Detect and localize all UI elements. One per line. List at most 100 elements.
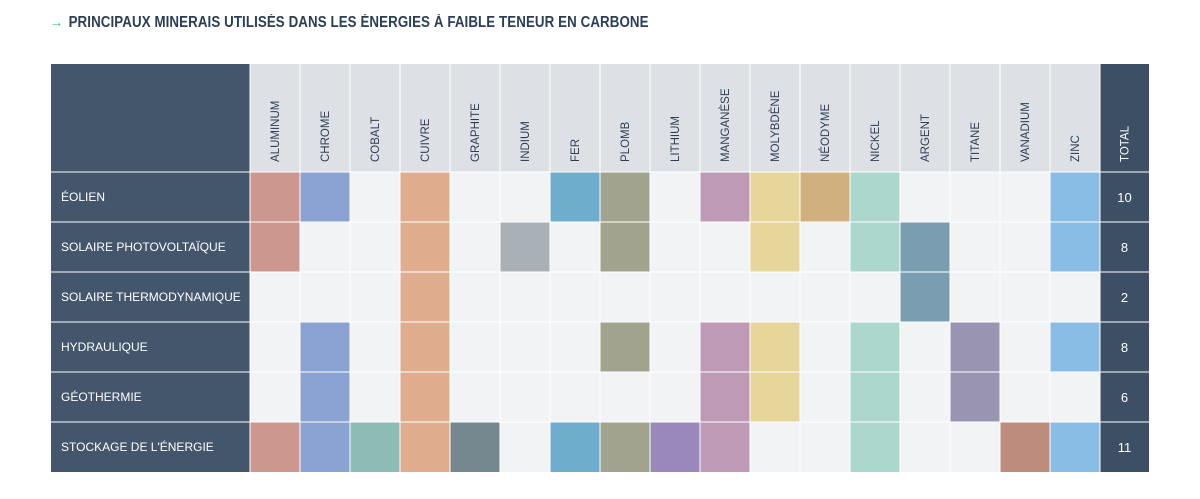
empty-cell <box>500 422 550 472</box>
empty-cell <box>850 272 900 322</box>
mineral-used-cell <box>300 372 350 422</box>
mineral-header-cell <box>600 64 650 172</box>
mineral-header-cell <box>400 64 450 172</box>
mineral-used-cell <box>350 422 400 472</box>
mineral-used-cell <box>700 322 750 372</box>
row-label: ÉOLIEN <box>61 189 105 204</box>
mineral-used-cell <box>750 372 800 422</box>
mineral-header-label: TITANE <box>970 122 982 162</box>
header-corner <box>51 64 250 172</box>
mineral-used-cell <box>400 272 450 322</box>
empty-cell <box>800 272 850 322</box>
mineral-header-cell <box>250 64 300 172</box>
mineral-header-label: LITHIUM <box>670 116 682 162</box>
row-label-cell <box>51 172 250 222</box>
mineral-used-cell <box>600 172 650 222</box>
empty-cell <box>650 322 700 372</box>
mineral-used-cell <box>900 222 950 272</box>
empty-cell <box>1000 372 1050 422</box>
empty-cell <box>1000 172 1050 222</box>
empty-cell <box>750 272 800 322</box>
empty-cell <box>350 272 400 322</box>
empty-cell <box>550 322 600 372</box>
empty-cell <box>750 422 800 472</box>
mineral-used-cell <box>600 422 650 472</box>
total-cell <box>1100 322 1149 372</box>
mineral-header-cell <box>950 64 1000 172</box>
empty-cell <box>450 372 500 422</box>
mineral-used-cell <box>750 172 800 222</box>
mineral-used-cell <box>600 222 650 272</box>
mineral-used-cell <box>1050 422 1100 472</box>
mineral-header-cell <box>1050 64 1100 172</box>
mineral-used-cell <box>300 422 350 472</box>
empty-cell <box>350 172 400 222</box>
mineral-header-cell <box>550 64 600 172</box>
mineral-header-cell <box>850 64 900 172</box>
total-header-label: TOTAL <box>1120 125 1132 162</box>
row-label: SOLAIRE PHOTOVOLTAÏQUE <box>61 240 226 254</box>
empty-cell <box>650 372 700 422</box>
mineral-used-cell <box>1050 322 1100 372</box>
empty-cell <box>950 222 1000 272</box>
mineral-header-cell <box>350 64 400 172</box>
empty-cell <box>500 322 550 372</box>
mineral-used-cell <box>650 422 700 472</box>
empty-cell <box>900 422 950 472</box>
row-label-cell <box>51 222 250 272</box>
empty-cell <box>450 172 500 222</box>
mineral-used-cell <box>700 372 750 422</box>
mineral-header-label: INDIUM <box>520 121 532 162</box>
empty-cell <box>700 222 750 272</box>
empty-cell <box>450 272 500 322</box>
mineral-used-cell <box>400 172 450 222</box>
chart-title: → PRINCIPAUX MINERAIS UTILISÉS DANS LES É… <box>50 12 649 34</box>
mineral-used-cell <box>550 172 600 222</box>
row-label: HYDRAULIQUE <box>61 340 148 354</box>
empty-cell <box>600 372 650 422</box>
empty-cell <box>700 272 750 322</box>
row-label-cell <box>51 322 250 372</box>
empty-cell <box>600 272 650 322</box>
total-value: 11 <box>1118 440 1132 455</box>
mineral-header-label: PLOMB <box>620 121 632 162</box>
empty-cell <box>800 222 850 272</box>
mineral-used-cell <box>250 222 300 272</box>
mineral-header-cell <box>650 64 700 172</box>
empty-cell <box>450 322 500 372</box>
empty-cell <box>300 222 350 272</box>
empty-cell <box>1050 272 1100 322</box>
mineral-used-cell <box>850 222 900 272</box>
empty-cell <box>350 222 400 272</box>
arrow-icon: → <box>50 14 64 31</box>
mineral-header-cell <box>800 64 850 172</box>
total-cell <box>1100 222 1149 272</box>
mineral-used-cell <box>300 172 350 222</box>
mineral-used-cell <box>950 322 1000 372</box>
mineral-header-label: ZINC <box>1070 135 1082 162</box>
mineral-header-label: ARGENT <box>920 114 932 162</box>
row-label-cell <box>51 372 250 422</box>
mineral-header-label: NICKEL <box>870 120 882 162</box>
mineral-used-cell <box>700 172 750 222</box>
mineral-used-cell <box>600 322 650 372</box>
mineral-header-label: MOLYBDÈNE <box>769 90 782 162</box>
mineral-header-label: MANGANÈSE <box>719 88 732 162</box>
empty-cell <box>500 272 550 322</box>
empty-cell <box>800 372 850 422</box>
total-value: 8 <box>1121 340 1128 355</box>
empty-cell <box>250 322 300 372</box>
total-value: 8 <box>1121 240 1128 255</box>
mineral-used-cell <box>1000 422 1050 472</box>
mineral-used-cell <box>400 422 450 472</box>
total-cell <box>1100 372 1149 422</box>
mineral-header-cell <box>1000 64 1050 172</box>
empty-cell <box>900 322 950 372</box>
row-label-cell <box>51 422 250 472</box>
mineral-header-cell <box>750 64 800 172</box>
mineral-used-cell <box>250 172 300 222</box>
empty-cell <box>900 372 950 422</box>
empty-cell <box>950 172 1000 222</box>
empty-cell <box>800 322 850 372</box>
row-label-cell <box>51 272 250 322</box>
